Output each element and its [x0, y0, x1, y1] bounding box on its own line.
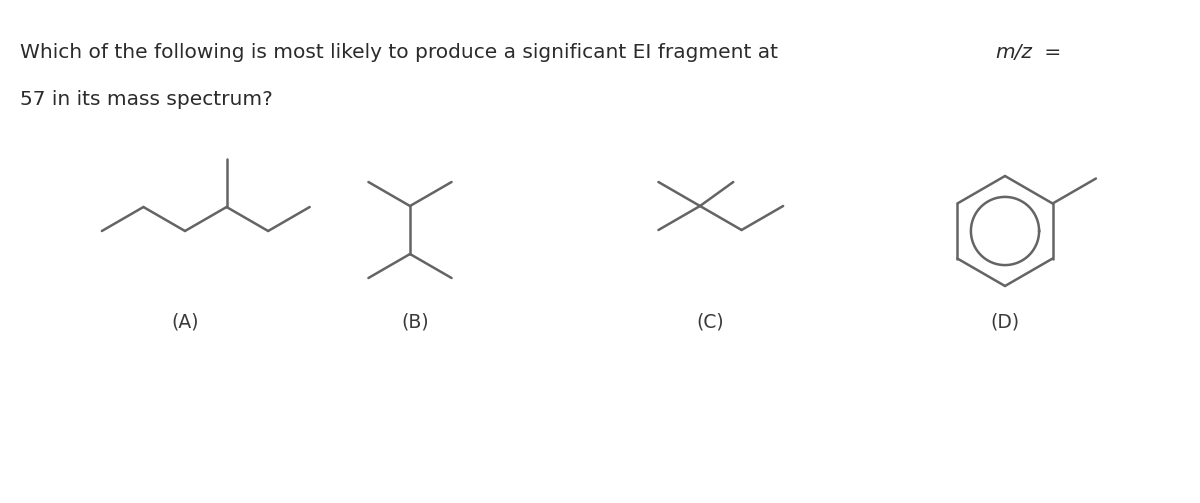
Text: Which of the following is most likely to produce a significant EI fragment at: Which of the following is most likely to…	[20, 43, 788, 62]
Text: (B): (B)	[401, 313, 428, 332]
Text: (A): (A)	[172, 313, 199, 332]
Text: 57 in its mass spectrum?: 57 in its mass spectrum?	[20, 90, 272, 109]
Text: (C): (C)	[696, 313, 724, 332]
Text: (D): (D)	[990, 313, 1020, 332]
Text: =: =	[1038, 43, 1061, 62]
Text: m/z: m/z	[995, 43, 1032, 62]
